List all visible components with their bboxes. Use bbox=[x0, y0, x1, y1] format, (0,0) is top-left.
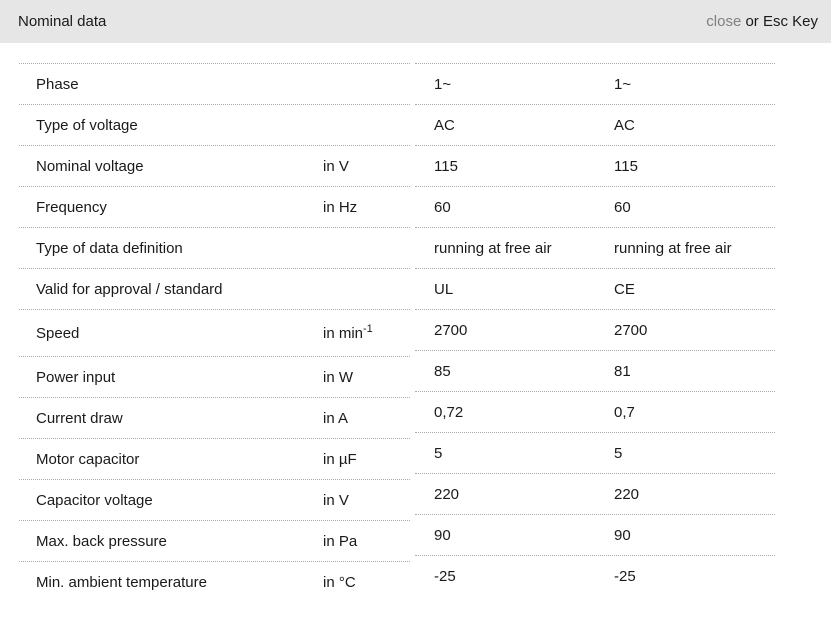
row-value: 115 bbox=[614, 157, 638, 175]
row-unit: in µF bbox=[323, 450, 357, 468]
row-value: running at free air bbox=[614, 239, 732, 257]
row-value: 5 bbox=[614, 444, 623, 462]
close-link[interactable]: close bbox=[706, 13, 742, 30]
row-value: 90 bbox=[614, 526, 631, 544]
dialog-header: Nominal data close or Esc Key bbox=[0, 0, 831, 43]
row-label: Phase bbox=[36, 75, 79, 93]
table-row-values: running at free air running at free air bbox=[415, 227, 775, 268]
table-row-values: 1~ 1~ bbox=[415, 63, 775, 104]
table-row-labels: Power input in W bbox=[19, 356, 410, 397]
table-row-values: 115 115 bbox=[415, 145, 775, 186]
table-row-labels: Nominal voltage in V bbox=[19, 145, 410, 186]
row-value: 60 bbox=[614, 198, 631, 216]
dialog-close-area: close or Esc Key bbox=[706, 13, 818, 30]
row-value: UL bbox=[434, 280, 454, 298]
table-row-labels: Phase bbox=[19, 63, 410, 104]
table-row-values: 220 220 bbox=[415, 473, 775, 514]
table-row-values: -25 -25 bbox=[415, 555, 775, 596]
row-unit: in V bbox=[323, 491, 349, 509]
table-row-labels: Type of voltage bbox=[19, 104, 410, 145]
table-row-values: 85 81 bbox=[415, 350, 775, 391]
row-unit: in W bbox=[323, 368, 353, 386]
row-value: 220 bbox=[434, 485, 460, 503]
row-label: Motor capacitor bbox=[36, 450, 140, 468]
row-label: Valid for approval / standard bbox=[36, 280, 223, 298]
table-row-labels: Current draw in A bbox=[19, 397, 410, 438]
row-label: Type of voltage bbox=[36, 116, 138, 134]
row-value: 2700 bbox=[434, 321, 468, 339]
row-value: 1~ bbox=[434, 75, 452, 93]
row-value: 115 bbox=[434, 157, 458, 175]
row-label: Power input bbox=[36, 368, 116, 386]
row-value: 0,72 bbox=[434, 403, 464, 421]
row-value: 81 bbox=[614, 362, 631, 380]
row-unit: in °C bbox=[323, 573, 356, 591]
esc-key-hint: or Esc Key bbox=[741, 13, 818, 30]
row-value: CE bbox=[614, 280, 635, 298]
table-row-values: UL CE bbox=[415, 268, 775, 309]
table-row-labels: Max. back pressure in Pa bbox=[19, 520, 410, 561]
row-value: AC bbox=[434, 116, 455, 134]
table-row-labels: Motor capacitor in µF bbox=[19, 438, 410, 479]
row-value: -25 bbox=[434, 567, 456, 585]
table-row-labels: Valid for approval / standard bbox=[19, 268, 410, 309]
row-label: Speed bbox=[36, 324, 80, 342]
table-row-labels: Frequency in Hz bbox=[19, 186, 410, 227]
table-row-labels: Min. ambient temperature in °C bbox=[19, 561, 410, 602]
row-label: Frequency bbox=[36, 198, 107, 216]
row-value: 0,7 bbox=[614, 403, 635, 421]
row-value: 5 bbox=[434, 444, 443, 462]
dialog-title: Nominal data bbox=[18, 13, 107, 30]
values-table: 1~ 1~ AC AC 115 115 60 60 running at free air run… bbox=[415, 63, 775, 596]
row-value: running at free air bbox=[434, 239, 552, 257]
nominal-data-table: Phase Type of voltage Nominal voltage in V F… bbox=[19, 63, 831, 602]
row-label: Type of data definition bbox=[36, 239, 183, 257]
row-value: 220 bbox=[614, 485, 640, 503]
table-row-values: 2700 2700 bbox=[415, 309, 775, 350]
row-label: Current draw bbox=[36, 409, 123, 427]
row-label: Nominal voltage bbox=[36, 157, 144, 175]
row-value: -25 bbox=[614, 567, 636, 585]
row-label: Min. ambient temperature bbox=[36, 573, 207, 591]
table-row-labels: Type of data definition bbox=[19, 227, 410, 268]
table-row-labels: Capacitor voltage in V bbox=[19, 479, 410, 520]
row-label: Max. back pressure bbox=[36, 532, 167, 550]
row-unit: in V bbox=[323, 157, 349, 175]
table-row-values: 90 90 bbox=[415, 514, 775, 555]
row-value: AC bbox=[614, 116, 635, 134]
row-unit-superscript: -1 bbox=[363, 322, 373, 335]
row-unit: in Pa bbox=[323, 532, 358, 550]
labels-table: Phase Type of voltage Nominal voltage in V F… bbox=[19, 63, 410, 602]
row-unit: in Hz bbox=[323, 198, 358, 216]
row-value: 60 bbox=[434, 198, 451, 216]
row-value: 85 bbox=[434, 362, 451, 380]
row-label: Capacitor voltage bbox=[36, 491, 153, 509]
row-value: 1~ bbox=[614, 75, 632, 93]
table-row-values: 60 60 bbox=[415, 186, 775, 227]
table-row-values: 0,72 0,7 bbox=[415, 391, 775, 432]
table-row-labels: Speed in min-1 bbox=[19, 309, 410, 356]
row-unit: in min-1 bbox=[323, 322, 373, 342]
table-row-values: AC AC bbox=[415, 104, 775, 145]
row-value: 90 bbox=[434, 526, 451, 544]
row-value: 2700 bbox=[614, 321, 648, 339]
row-unit: in A bbox=[323, 409, 349, 427]
